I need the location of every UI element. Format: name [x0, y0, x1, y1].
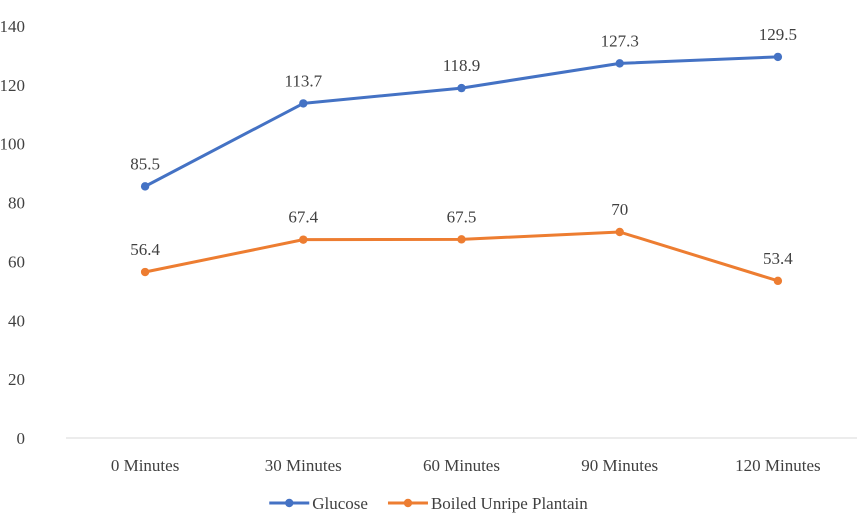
legend-marker-2 [403, 498, 413, 508]
series-2-point [299, 235, 308, 244]
series-1-point [773, 52, 783, 62]
axes: 0 20 40 60 80 100 120 140 0 Minutes 30 Minutes 60 … [0, 17, 857, 475]
series-2-point [140, 267, 150, 277]
data-label: 113.7 [284, 71, 322, 90]
x-tick-label: 30 Minutes [265, 456, 342, 475]
data-label: 129.5 [759, 25, 797, 44]
series-2-point [773, 276, 783, 286]
data-label: 67.4 [288, 208, 318, 227]
legend-marker-1 [285, 498, 294, 508]
legend-label-1: Glucose [312, 494, 368, 513]
series-1-point [140, 182, 150, 191]
data-label: 53.4 [763, 249, 793, 268]
series-1-point [457, 83, 466, 93]
data-label: 118.9 [443, 56, 481, 75]
series-2-point [615, 227, 624, 237]
data-label: 85.5 [130, 154, 160, 173]
x-tick-label: 60 Minutes [423, 456, 500, 475]
series-1-point [299, 99, 308, 108]
y-tick-label: 60 [8, 252, 25, 271]
series-1-point [615, 59, 624, 68]
x-tick-label: 120 Minutes [735, 456, 820, 475]
legend: Glucose Boiled Unripe Plantain [269, 494, 588, 513]
x-tick-label: 0 Minutes [111, 456, 179, 475]
series-line-1 [143, 55, 780, 188]
legend-label-2: Boiled Unripe Plantain [431, 494, 588, 513]
y-tick-label: 40 [8, 311, 25, 330]
data-label: 127.3 [601, 31, 639, 50]
series-2-point [457, 235, 466, 244]
y-tick-label: 140 [0, 17, 25, 36]
y-tick-label: 120 [0, 76, 25, 95]
y-tick-label: 100 [0, 135, 25, 154]
series-layer [140, 52, 783, 286]
x-tick-label: 90 Minutes [581, 456, 658, 475]
data-labels: 85.5 113.7 118.9 127.3 129.5 56.4 67.4 67.5 70 53… [130, 25, 797, 268]
y-tick-label: 0 [17, 429, 26, 448]
y-tick-label: 80 [8, 194, 25, 213]
data-label: 56.4 [130, 240, 160, 259]
y-tick-label: 20 [8, 370, 25, 389]
data-label: 70 [611, 200, 628, 219]
data-label: 67.5 [447, 207, 477, 226]
